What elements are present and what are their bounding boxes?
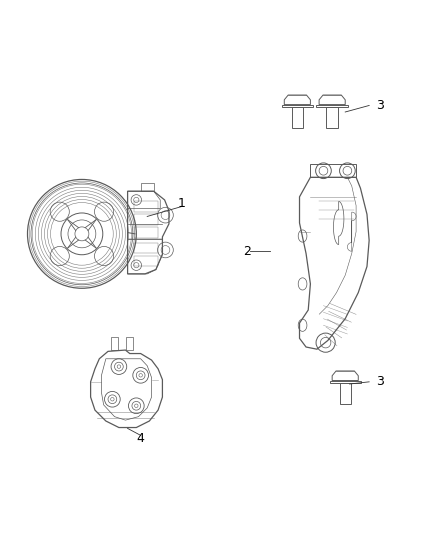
- Text: 3: 3: [376, 375, 384, 389]
- Text: 1: 1: [178, 197, 186, 210]
- Text: 4: 4: [137, 432, 145, 445]
- Text: 3: 3: [376, 99, 384, 112]
- Text: 2: 2: [244, 245, 251, 258]
